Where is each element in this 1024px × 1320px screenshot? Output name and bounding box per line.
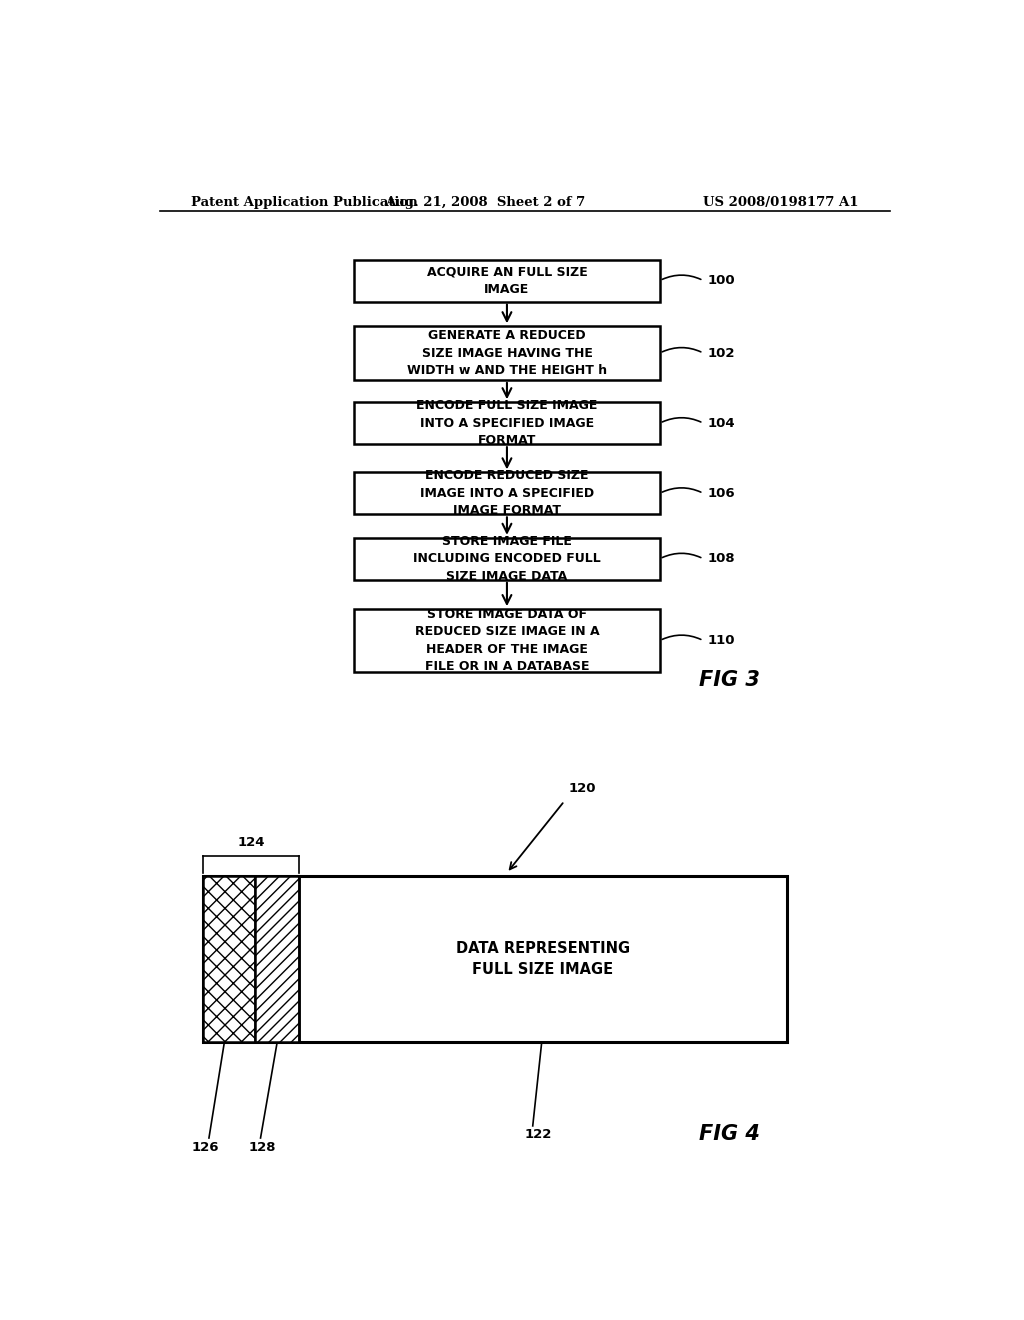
Text: FIG 3: FIG 3 [699, 671, 760, 690]
Text: 120: 120 [568, 783, 596, 795]
Bar [255, 876, 299, 1043]
Bar [354, 473, 659, 515]
Text: US 2008/0198177 A1: US 2008/0198177 A1 [702, 195, 858, 209]
Text: ACQUIRE AN FULL SIZE
IMAGE: ACQUIRE AN FULL SIZE IMAGE [427, 265, 588, 296]
Text: ENCODE FULL SIZE IMAGE
INTO A SPECIFIED IMAGE
FORMAT: ENCODE FULL SIZE IMAGE INTO A SPECIFIED … [417, 399, 598, 447]
Bar [354, 326, 659, 380]
Bar [354, 403, 659, 445]
Text: 104: 104 [708, 417, 735, 430]
Text: 126: 126 [191, 1140, 219, 1154]
Text: 110: 110 [708, 634, 735, 647]
Text: FIG 4: FIG 4 [699, 1125, 760, 1144]
Text: ENCODE REDUCED SIZE
IMAGE INTO A SPECIFIED
IMAGE FORMAT: ENCODE REDUCED SIZE IMAGE INTO A SPECIFI… [420, 470, 594, 517]
Text: 108: 108 [708, 552, 735, 565]
Text: Aug. 21, 2008  Sheet 2 of 7: Aug. 21, 2008 Sheet 2 of 7 [385, 195, 586, 209]
Text: 100: 100 [708, 275, 735, 286]
Text: 122: 122 [524, 1127, 552, 1140]
Bar [354, 609, 659, 672]
Text: DATA REPRESENTING
FULL SIZE IMAGE: DATA REPRESENTING FULL SIZE IMAGE [456, 941, 630, 977]
Bar [204, 876, 786, 1043]
Bar [354, 260, 659, 301]
Text: 124: 124 [238, 836, 265, 849]
Text: 102: 102 [708, 347, 735, 359]
Bar [354, 537, 659, 579]
Text: STORE IMAGE FILE
INCLUDING ENCODED FULL
SIZE IMAGE DATA: STORE IMAGE FILE INCLUDING ENCODED FULL … [413, 535, 601, 582]
Text: 106: 106 [708, 487, 735, 500]
Text: Patent Application Publication: Patent Application Publication [191, 195, 418, 209]
Text: GENERATE A REDUCED
SIZE IMAGE HAVING THE
WIDTH w AND THE HEIGHT h: GENERATE A REDUCED SIZE IMAGE HAVING THE… [407, 329, 607, 378]
Text: 128: 128 [249, 1140, 276, 1154]
Bar [204, 876, 255, 1043]
Text: STORE IMAGE DATA OF
REDUCED SIZE IMAGE IN A
HEADER OF THE IMAGE
FILE OR IN A DAT: STORE IMAGE DATA OF REDUCED SIZE IMAGE I… [415, 607, 599, 673]
